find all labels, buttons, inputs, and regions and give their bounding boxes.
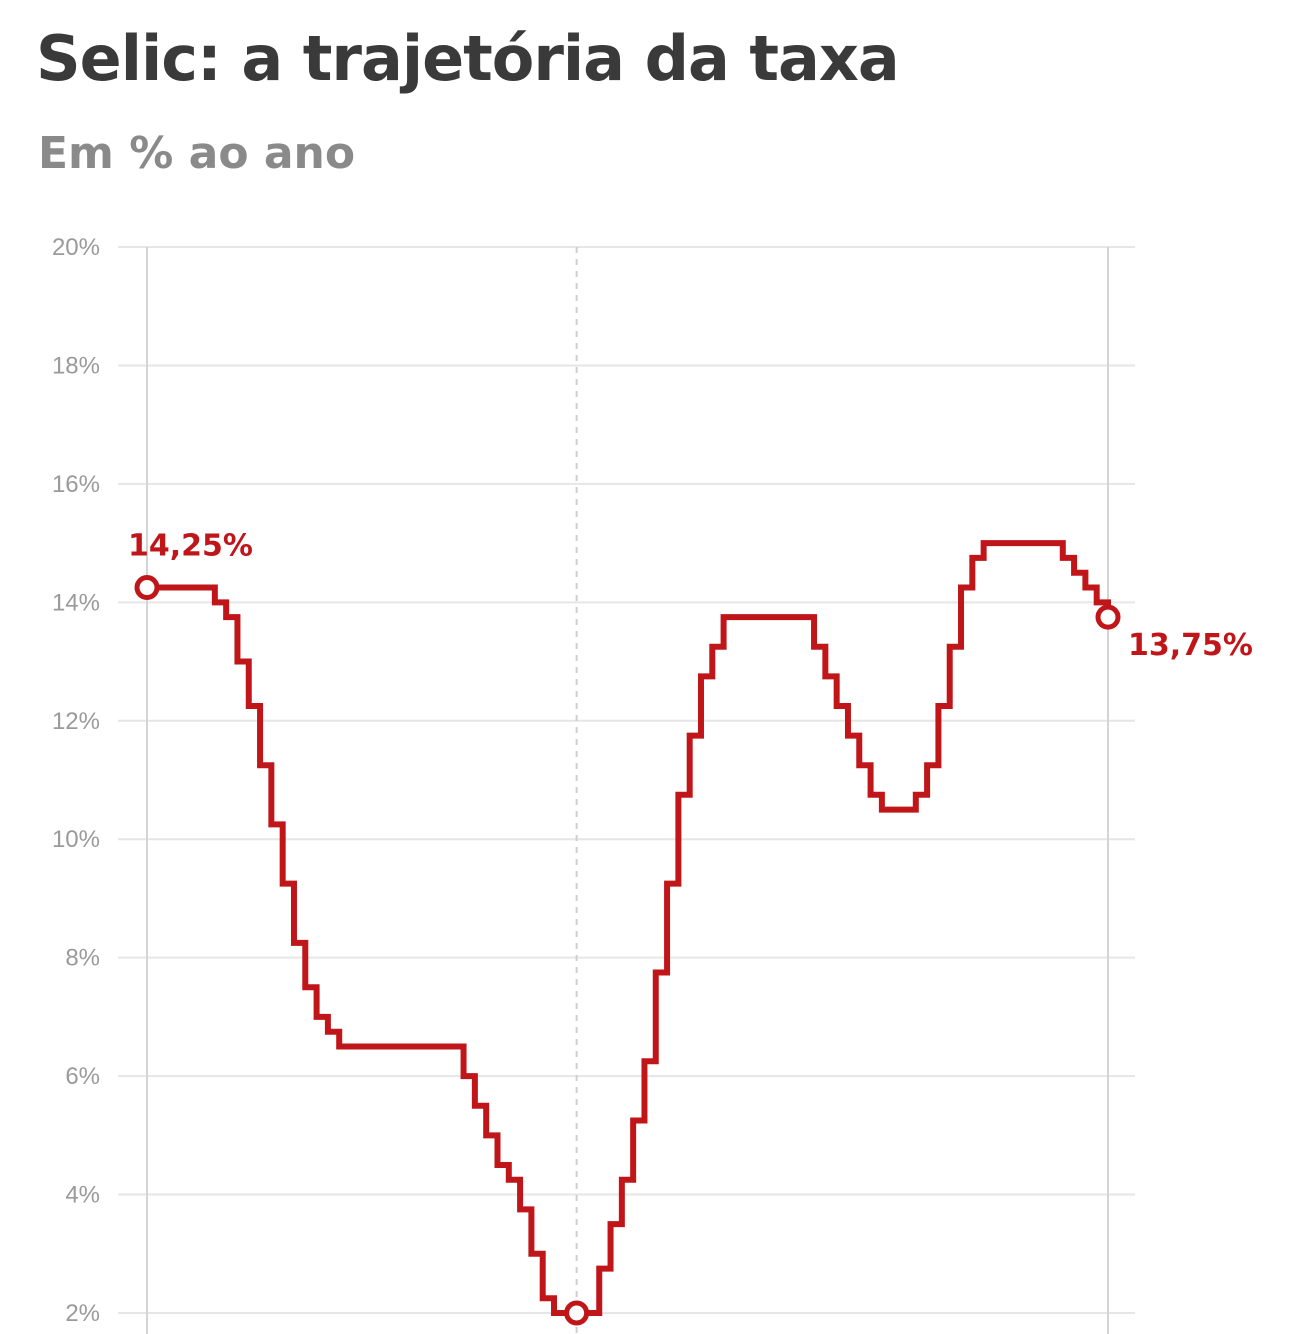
y-axis-ticks: 20% 18% 16% 14% 12% 10% 8% 6% 4% 2% <box>52 234 100 1327</box>
y-tick-label-16: 16% <box>52 471 100 498</box>
y-tick-label-4: 4% <box>65 1182 100 1209</box>
y-tick-label-14: 14% <box>52 589 100 616</box>
markers <box>134 575 1121 1326</box>
y-tick-label-20: 20% <box>52 234 100 261</box>
y-tick-label-8: 8% <box>65 945 100 972</box>
y-tick-label-2: 2% <box>65 1300 100 1327</box>
chart-title: Selic: a trajetória da taxa <box>36 22 900 95</box>
reference-lines <box>146 247 1109 1334</box>
y-tick-label-10: 10% <box>52 826 100 853</box>
start-marker <box>134 575 160 601</box>
minimum-marker <box>564 1300 590 1326</box>
y-tick-label-12: 12% <box>52 708 100 735</box>
selic-step-line <box>147 540 1111 1316</box>
chart-subtitle: Em % ao ano <box>38 128 356 179</box>
end-marker <box>1095 604 1121 630</box>
y-tick-label-18: 18% <box>52 352 100 379</box>
start-value-label: 14,25% <box>128 529 253 564</box>
y-tick-label-6: 6% <box>65 1063 100 1090</box>
series-layer <box>147 540 1111 1316</box>
gridlines <box>118 246 1135 1314</box>
end-value-label: 13,75% <box>1128 628 1253 663</box>
